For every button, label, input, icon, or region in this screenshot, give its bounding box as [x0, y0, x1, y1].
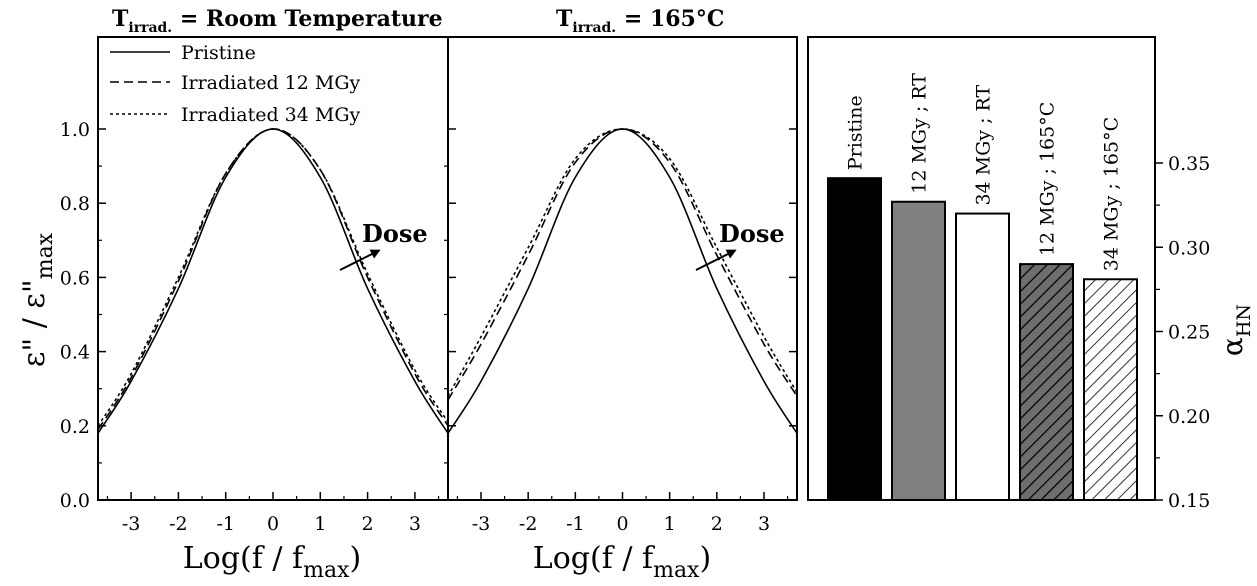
y-tick-label: 1.0 [60, 119, 90, 141]
rt-x-tick-label: -1 [216, 513, 235, 535]
panel-room-temperature: Tirrad. = Room Temperature -3 -2 -1 0 1 2 3 0.… [17, 6, 797, 583]
hc-x-tick-label: -3 [472, 513, 491, 535]
x-axis-title-rt: Log(f / fmax) [183, 541, 361, 583]
rt-series-0 [97, 128, 449, 434]
hc-series-2 [447, 128, 798, 397]
hc-x-tick-label: -1 [566, 513, 585, 535]
y-ticks: 0.0 0.2 0.4 0.6 0.8 1.0 [60, 119, 797, 512]
bars: Pristine 12 MGy ; RT 34 MGy ; RT 12 MGy ; 1… [827, 73, 1138, 502]
legend-label-34mgy: Irradiated 34 MGy [181, 104, 360, 126]
rt-x-tick-label: 0 [267, 513, 279, 535]
alpha-tick-label: 0.20 [1168, 406, 1210, 428]
rt-x-tick-label: -3 [122, 513, 141, 535]
alpha-tick-label: 0.30 [1168, 237, 1210, 259]
bar-2 [955, 212, 1010, 502]
dose-arrow-165c [695, 249, 737, 271]
y-ticks-alpha: 0.15 0.20 0.25 0.30 0.35 [1155, 153, 1210, 512]
hc-series-1 [447, 128, 798, 401]
dose-label-165c: Dose [719, 219, 785, 248]
y-tick-label: 0.0 [60, 490, 90, 512]
bar-label-0: Pristine [845, 95, 867, 170]
bar-4 [1083, 278, 1138, 502]
rt-x-tick-label: -2 [169, 513, 188, 535]
alpha-tick-label: 0.35 [1168, 153, 1210, 175]
panel-title-165c: Tirrad. = 165°C [556, 6, 724, 36]
rt-series-1 [97, 128, 449, 430]
hc-x-tick-label: 2 [711, 513, 723, 535]
legend-label-pristine: Pristine [181, 42, 256, 64]
x-axis-title-165c: Log(f / fmax) [533, 541, 711, 583]
bar-label-1: 12 MGy ; RT [909, 73, 931, 194]
plot-frame-165c [447, 36, 798, 501]
dose-label-rt: Dose [362, 219, 428, 248]
legend-label-12mgy: Irradiated 12 MGy [181, 72, 360, 94]
hc-x-tick-label: -2 [519, 513, 538, 535]
rt-x-tick-label: 3 [409, 513, 421, 535]
y-tick-label: 0.2 [60, 416, 90, 438]
rt-x-tick-label: 1 [314, 513, 326, 535]
dose-arrow-rt [339, 249, 381, 271]
hc-x-tick-label: 1 [664, 513, 676, 535]
plot-frame-alpha [807, 36, 1156, 501]
y-axis-title-alpha: αHN [1216, 304, 1255, 356]
hc-series-0 [447, 128, 798, 434]
y-axis-title: ε" / ε"max [17, 232, 58, 367]
panel-alpha-hn: Pristine 12 MGy ; RT 34 MGy ; RT 12 MGy ; 1… [807, 36, 1255, 512]
bar-label-4: 34 MGy ; 165°C [1101, 117, 1123, 271]
bar-3 [1019, 263, 1074, 501]
y-tick-label: 0.6 [60, 267, 90, 289]
alpha-tick-label: 0.15 [1168, 490, 1210, 512]
series-lines-rt [97, 128, 449, 434]
panel-title-rt: Tirrad. = Room Temperature [112, 6, 443, 36]
x-ticks-rt: -3 -2 -1 0 1 2 3 [106, 492, 440, 535]
hc-x-tick-label: 3 [758, 513, 770, 535]
y-tick-label: 0.8 [60, 193, 90, 215]
legend: Pristine Irradiated 12 MGy Irradiated 34… [110, 42, 360, 126]
panel-165c: Tirrad. = 165°C -3 -2 -1 0 1 2 3 Dose Log(f / … [447, 6, 798, 583]
x-ticks-165c: -3 -2 -1 0 1 2 3 [456, 492, 789, 535]
y-tick-label: 0.4 [60, 342, 90, 364]
bar-label-2: 34 MGy ; RT [973, 85, 995, 206]
series-lines-165c [447, 128, 798, 434]
alpha-tick-label: 0.25 [1168, 322, 1210, 344]
hc-x-tick-label: 0 [616, 513, 628, 535]
bar-1 [891, 200, 946, 501]
bar-0 [827, 177, 882, 501]
bar-label-3: 12 MGy ; 165°C [1037, 102, 1059, 256]
rt-x-tick-label: 2 [362, 513, 374, 535]
rt-series-2 [97, 128, 449, 427]
